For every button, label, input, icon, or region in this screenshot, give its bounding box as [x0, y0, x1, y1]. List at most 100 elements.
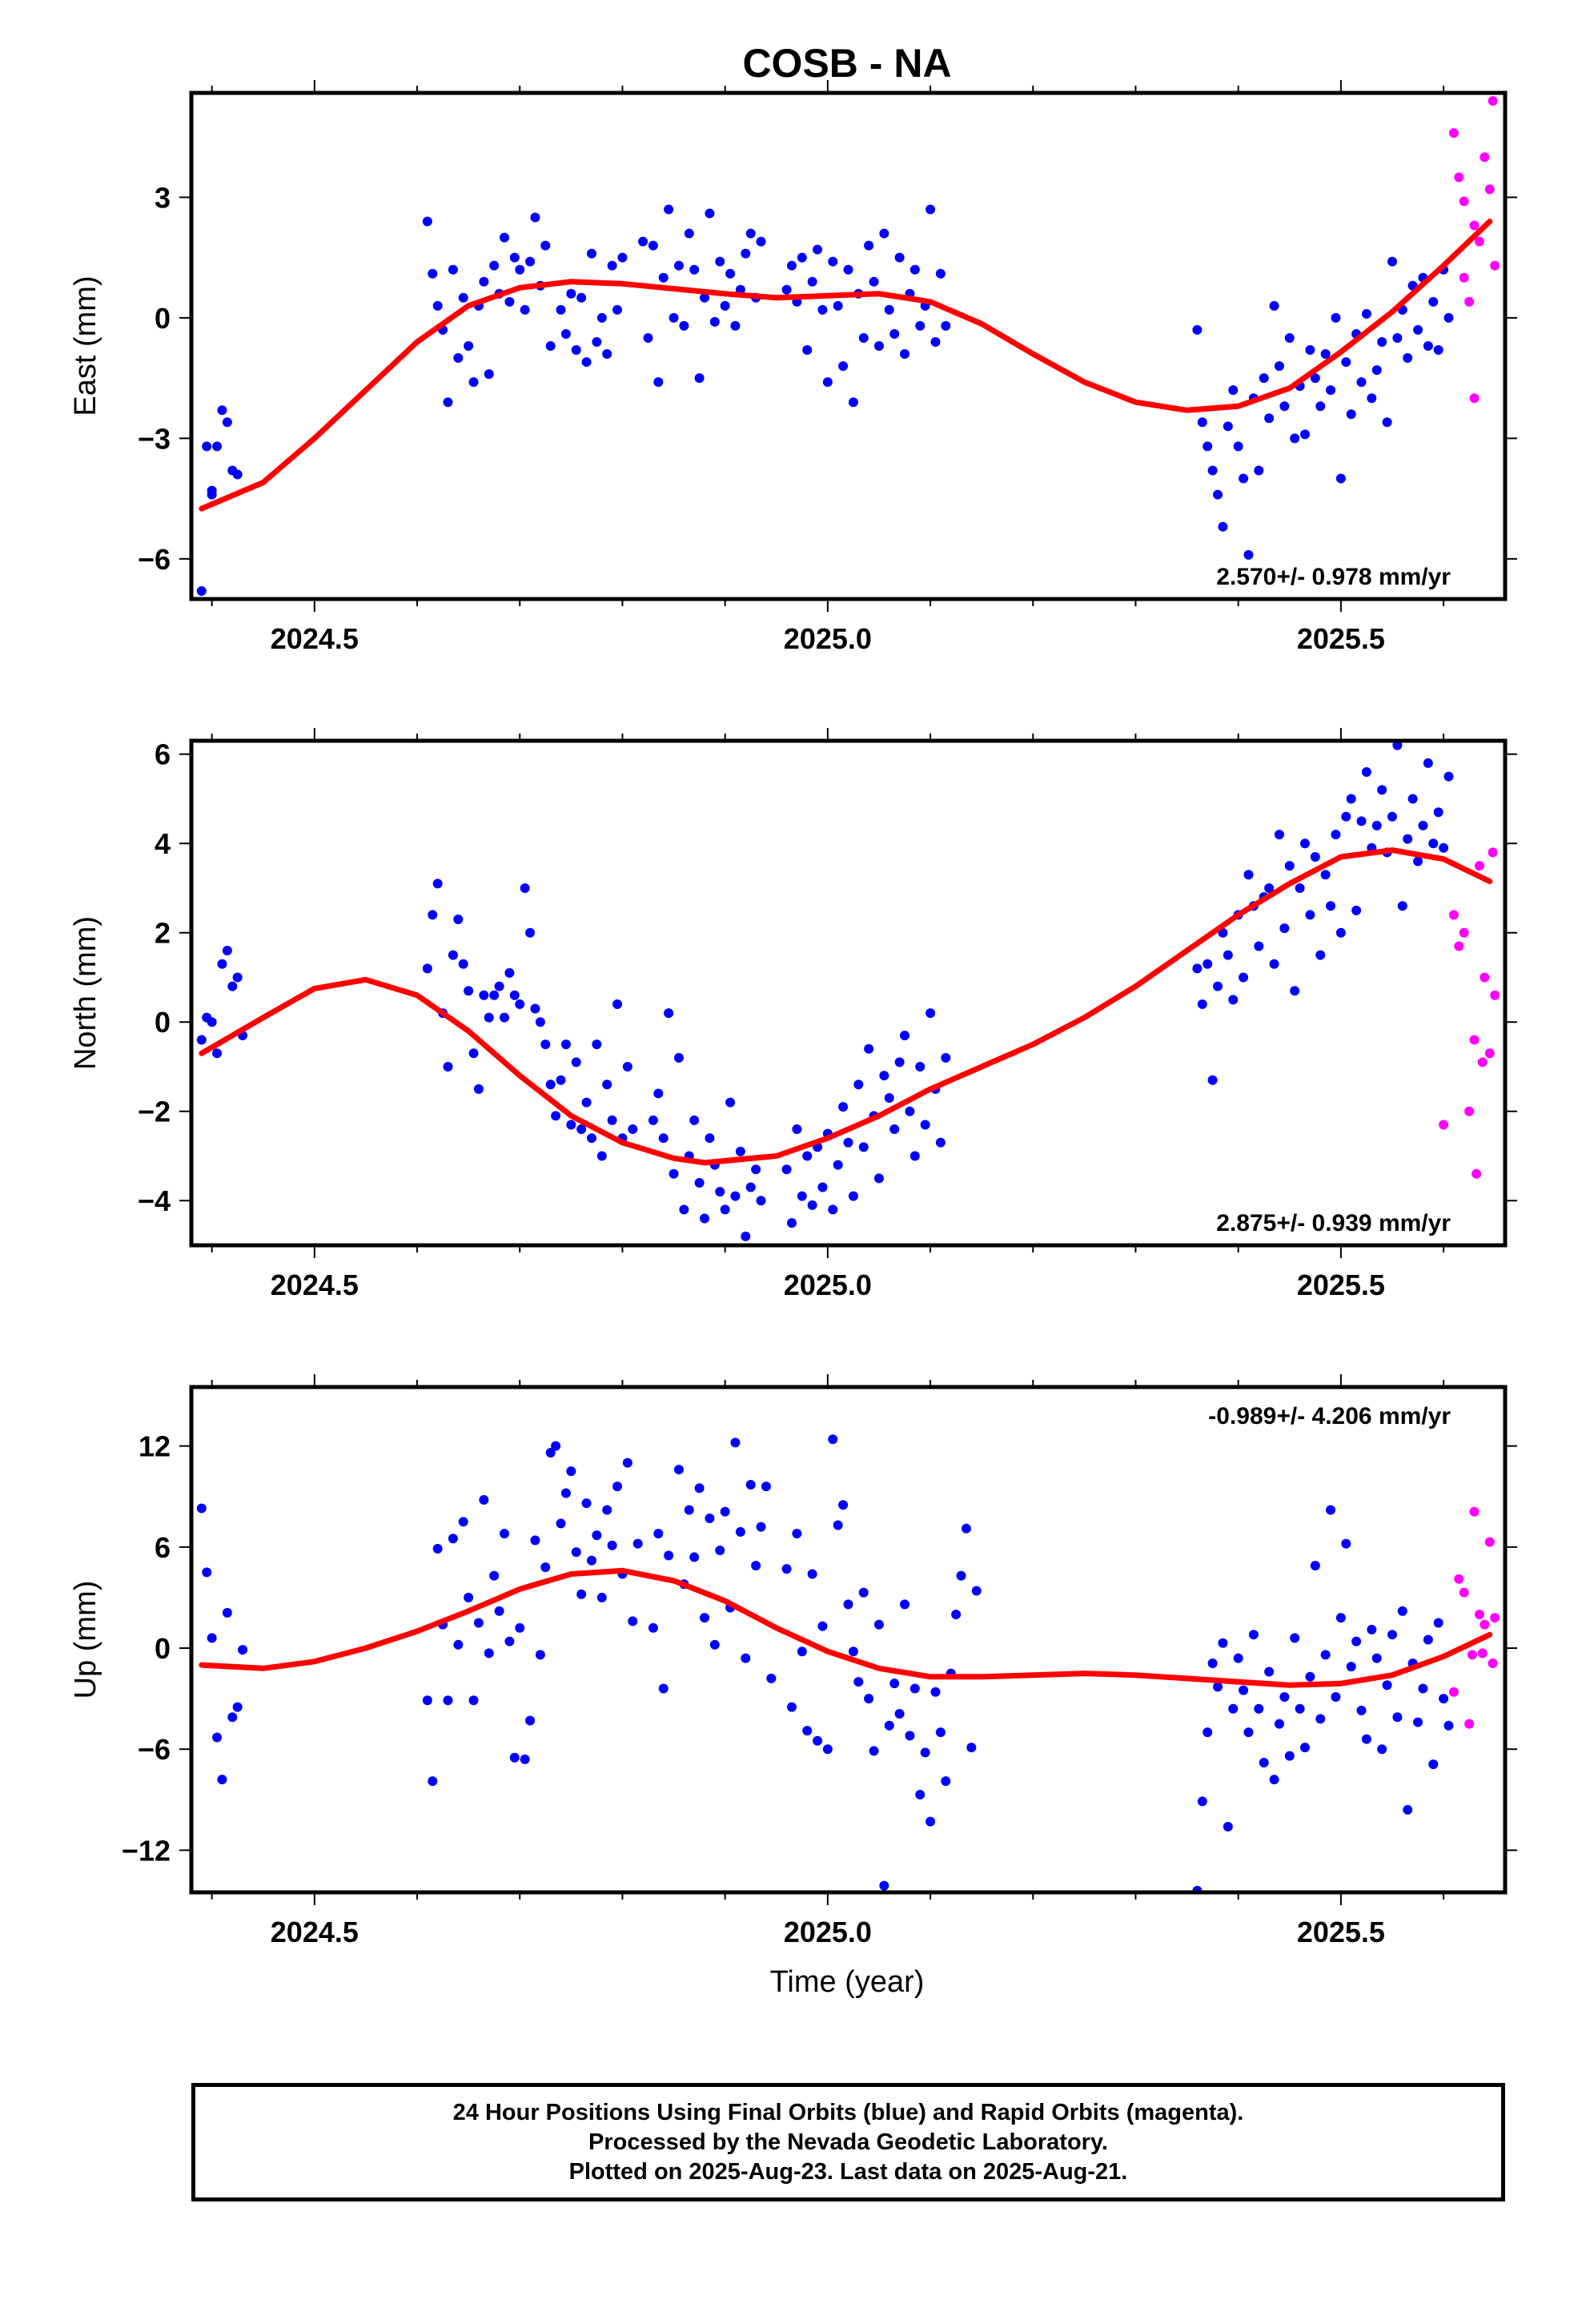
final-orbit-point: [1269, 300, 1279, 311]
final-orbit-point: [905, 1731, 915, 1741]
final-orbit-point: [741, 1231, 751, 1241]
panel-frame: [189, 90, 1508, 601]
final-orbit-point: [1279, 923, 1290, 934]
final-orbit-point: [658, 272, 669, 283]
final-orbit-point: [807, 1569, 817, 1579]
final-orbit-point: [1377, 785, 1387, 795]
final-orbit-point: [879, 228, 889, 239]
final-orbit-point: [1228, 1703, 1239, 1714]
final-orbit-point: [935, 1137, 946, 1148]
rapid-orbit-point: [1480, 972, 1490, 983]
final-orbit-point: [813, 1735, 823, 1746]
rapid-orbit-point: [1448, 1687, 1459, 1697]
rapid-orbit-point: [1469, 393, 1480, 404]
final-orbit-point: [458, 959, 468, 969]
rapid-orbit-point: [1480, 152, 1490, 163]
final-orbit-point: [751, 1164, 761, 1175]
final-orbit-point: [941, 320, 951, 331]
final-orbit-point: [222, 417, 232, 428]
final-orbit-point: [202, 441, 212, 452]
final-orbit-point: [581, 1498, 592, 1509]
y-tick-label: −2: [138, 1096, 171, 1128]
final-orbit-point: [1367, 393, 1377, 404]
rapid-orbit-point: [1490, 990, 1500, 1000]
final-orbit-point: [494, 1606, 504, 1616]
rate-label: 2.570+/- 0.978 mm/yr: [1216, 564, 1451, 590]
final-orbit-point: [1341, 811, 1351, 822]
final-orbit-point: [551, 1111, 561, 1121]
x-tick-label: 2025.5: [1297, 1269, 1385, 1301]
final-orbit-point: [196, 1503, 207, 1514]
final-orbit-point: [432, 879, 443, 889]
final-orbit-point: [1264, 1667, 1275, 1677]
panel-frame: [189, 738, 1508, 1248]
y-tick-label: 6: [155, 1531, 171, 1564]
final-orbit-point: [956, 1570, 966, 1581]
final-orbit-point: [432, 300, 443, 311]
final-orbit-point: [653, 1528, 664, 1538]
final-orbit-point: [648, 1115, 658, 1125]
final-orbit-point: [884, 1720, 894, 1731]
final-orbit-point: [807, 1200, 817, 1210]
final-orbit-point: [1443, 1720, 1454, 1731]
final-orbit-point: [227, 981, 238, 991]
final-orbit-point: [464, 986, 474, 996]
rapid-orbit-point: [1477, 1648, 1488, 1659]
rapid-orbit-point: [1454, 172, 1464, 183]
final-orbit-point: [500, 1012, 510, 1023]
final-orbit-point: [602, 349, 612, 360]
final-orbit-point: [1290, 433, 1300, 444]
final-orbit-point: [504, 296, 515, 307]
final-orbit-point: [920, 1120, 930, 1130]
final-orbit-point: [1418, 1683, 1428, 1694]
final-orbit-point: [227, 1712, 238, 1723]
final-orbit-point: [1274, 361, 1284, 372]
final-orbit-point: [468, 377, 479, 388]
x-tick-label: 2025.5: [1297, 1916, 1385, 1948]
final-orbit-point: [1443, 771, 1454, 782]
x-axis-label: Time (year): [770, 1965, 925, 1999]
final-orbit-point: [453, 915, 464, 925]
final-orbit-point: [715, 1187, 725, 1197]
final-orbit-point: [705, 1133, 715, 1144]
final-orbit-point: [669, 1369, 679, 1378]
final-orbit-point: [453, 1639, 464, 1650]
final-orbit-point: [1300, 429, 1311, 440]
final-orbit-point: [1207, 465, 1218, 476]
final-orbit-point: [1269, 959, 1279, 969]
final-orbit-point: [817, 304, 828, 315]
final-orbit-point: [566, 1466, 576, 1477]
final-orbit-point: [448, 1534, 458, 1544]
final-orbit-point: [1279, 1692, 1290, 1703]
final-orbit-point: [571, 345, 581, 356]
final-orbit-point: [628, 1124, 638, 1135]
final-orbit-point: [1243, 870, 1254, 880]
final-orbit-point: [1392, 1712, 1403, 1723]
final-orbit-point: [700, 1613, 710, 1623]
final-orbit-point: [500, 232, 510, 243]
final-orbit-point: [1228, 385, 1239, 396]
final-orbit-point: [700, 1213, 710, 1224]
final-orbit-point: [464, 341, 474, 351]
y-tick-label: −12: [122, 1834, 171, 1867]
final-orbit-point: [1290, 1633, 1300, 1643]
final-orbit-point: [1423, 758, 1433, 768]
final-orbit-point: [951, 1609, 962, 1619]
final-orbit-point: [694, 1177, 705, 1188]
final-orbit-point: [1203, 441, 1213, 452]
final-orbit-point: [1269, 1775, 1279, 1785]
final-orbit-point: [540, 1562, 551, 1573]
final-orbit-point: [428, 1776, 438, 1787]
final-orbit-point: [566, 1120, 576, 1130]
final-orbit-point: [1239, 473, 1249, 484]
rate-label: 2.875+/- 0.939 mm/yr: [1216, 1210, 1451, 1236]
final-orbit-point: [745, 228, 756, 239]
final-orbit-point: [900, 1030, 910, 1040]
final-orbit-point: [705, 208, 715, 219]
final-orbit-point: [766, 1673, 777, 1683]
final-orbit-point: [545, 341, 556, 351]
final-orbit-point: [669, 312, 679, 323]
final-orbit-point: [1439, 842, 1449, 853]
final-orbit-point: [1413, 324, 1423, 335]
x-tick-label: 2025.0: [784, 1916, 872, 1948]
